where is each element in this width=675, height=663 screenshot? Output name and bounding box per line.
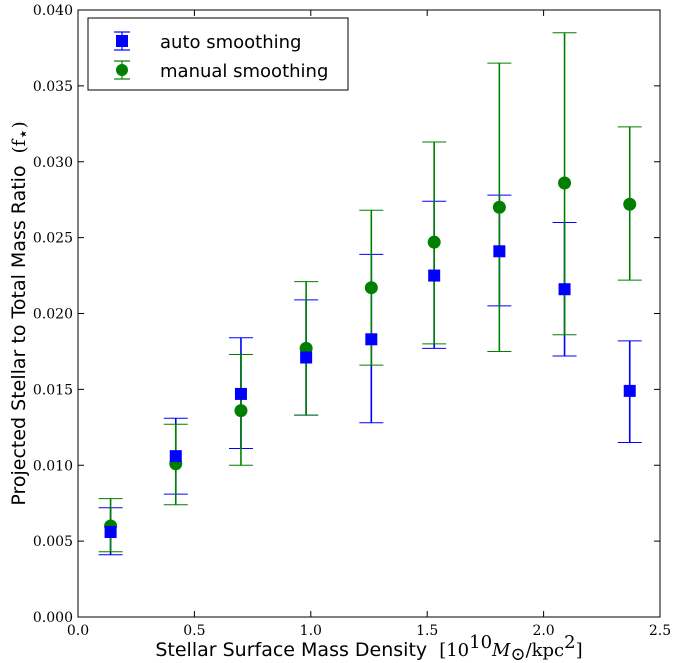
data-point-circle <box>623 197 637 211</box>
data-point-square <box>300 351 313 364</box>
legend-entry-manual: manual smoothing <box>114 60 328 82</box>
x-tick-label: 1.5 <box>416 623 438 639</box>
legend-manual-marker <box>116 64 128 76</box>
x-tick-label: 1.0 <box>300 623 322 639</box>
y-tick-label: 0.025 <box>33 231 73 247</box>
y-tick-label: 0.035 <box>33 79 73 95</box>
data-point-circle <box>427 235 441 249</box>
data-point-square <box>234 387 247 400</box>
data-point-square <box>365 333 378 346</box>
legend-entry-auto: auto smoothing <box>114 31 301 53</box>
y-tick-label: 0.020 <box>33 307 73 323</box>
data-point-square <box>493 245 506 258</box>
data-point-square <box>558 283 571 296</box>
plot-frame <box>77 9 661 618</box>
data-point-square <box>169 450 182 463</box>
data-point-square <box>104 526 117 539</box>
legend-box <box>87 17 349 91</box>
legend: auto smoothing manual smoothing <box>87 17 349 91</box>
data-point-circle <box>558 176 572 190</box>
data-point-square <box>428 269 441 282</box>
y-tick-label: 0.010 <box>33 458 73 474</box>
y-tick-label: 0.040 <box>33 3 73 19</box>
data-point-square <box>623 384 636 397</box>
markers-manual-smoothing <box>104 176 637 533</box>
x-tick-label: 2.5 <box>649 623 671 639</box>
axis-ticks: 0.0 0.5 1.0 1.5 2.0 2.5 0.000 0.005 0.010 0.015 0.… <box>33 3 671 639</box>
legend-manual-label: manual smoothing <box>160 61 328 82</box>
x-tick-label: 0.0 <box>67 623 89 639</box>
series-auto-smoothing <box>98 194 642 556</box>
markers-auto-smoothing <box>104 245 636 539</box>
data-point-circle <box>364 281 378 295</box>
y-tick-label: 0.005 <box>33 534 73 550</box>
y-tick-label: 0.015 <box>33 382 73 398</box>
legend-auto-label: auto smoothing <box>160 32 301 53</box>
series-layer <box>98 32 642 556</box>
data-point-circle <box>234 404 248 418</box>
y-axis-label: Projected Stellar to Total Mass Ratio (f… <box>8 121 34 505</box>
x-axis-label: Stellar Surface Mass Density [1010M⊙/kpc… <box>155 632 582 663</box>
data-point-circle <box>492 200 506 214</box>
legend-auto-marker <box>116 35 128 47</box>
x-tick-label: 2.0 <box>532 623 554 639</box>
x-tick-label: 0.5 <box>183 623 205 639</box>
y-tick-label: 0.000 <box>33 610 73 626</box>
y-tick-label: 0.030 <box>33 155 73 171</box>
